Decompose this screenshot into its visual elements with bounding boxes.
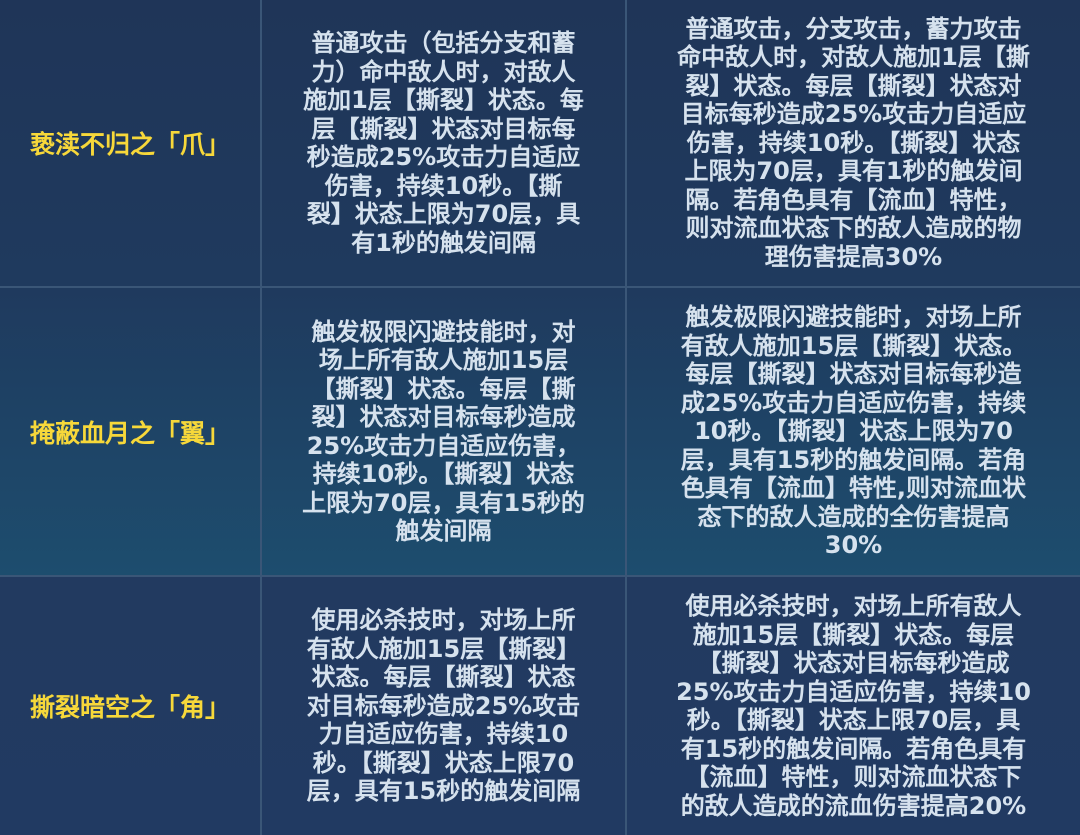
description-line: 力）命中敌人时，对敌人 bbox=[311, 57, 576, 86]
enhanced-effect-cell: 使用必杀技时，对场上所有敌人 施加15层【撕裂】状态。每层 【撕裂】状态对目标每秒造… bbox=[627, 577, 1080, 835]
description-line: 伤害，持续10秒。【撕裂】状态 bbox=[686, 128, 1021, 157]
description-line: 上限为70层，具有15秒的 bbox=[302, 488, 585, 517]
item-name: 掩蔽血月之「翼」 bbox=[29, 418, 230, 448]
name-cell: 撕裂暗空之「角」 bbox=[0, 577, 262, 835]
description-line: 裂】状态。每层【撕裂】状态对 bbox=[685, 71, 1022, 100]
enhanced-effect-cell: 普通攻击，分支攻击，蓄力攻击 命中敌人时，对敌人施加1层【撕 裂】状态。每层【撕裂】… bbox=[627, 0, 1080, 286]
description-line: 普通攻击（包括分支和蓄 bbox=[311, 29, 576, 57]
description-line: 触发极限闪避技能时，对 bbox=[311, 317, 576, 346]
description-line: 隔。若角色具有【流血】特性， bbox=[685, 185, 1022, 214]
table-row: 撕裂暗空之「角」 使用必杀技时，对场上所 有敌人施加15层【撕裂】 状态。每层【撕裂】… bbox=[0, 577, 1080, 835]
description-line: 则对流血状态下的敌人造成的物 bbox=[685, 214, 1022, 243]
effect-cell: 触发极限闪避技能时，对 场上所有敌人施加15层 【撕裂】状态。每层【撕 裂】状态对目标… bbox=[262, 288, 627, 575]
description-line: 场上所有敌人施加15层 bbox=[318, 346, 569, 374]
description-line: 普通攻击，分支攻击，蓄力攻击 bbox=[685, 14, 1022, 43]
item-name: 亵渎不归之「爪」 bbox=[29, 130, 230, 159]
effect-cell: 普通攻击（包括分支和蓄 力）命中敌人时，对敌人 施加1层【撕裂】状态。每 层【撕裂】状… bbox=[262, 0, 627, 286]
description-line: 命中敌人时，对敌人施加1层【撕 bbox=[677, 43, 1030, 72]
description-line: 有15秒的触发间隔。若角色具有 bbox=[680, 734, 1027, 763]
description-line: 层，具有15秒的触发间隔 bbox=[306, 777, 581, 806]
description-line: 使用必杀技时，对场上所 bbox=[311, 606, 576, 635]
description-line: 层，具有15秒的触发间隔。若角 bbox=[680, 445, 1027, 474]
description-line: 每层【撕裂】状态对目标每秒造 bbox=[685, 360, 1022, 389]
description-line: 持续10秒。【撕裂】状态 bbox=[312, 460, 575, 488]
description-line: 秒。【撕裂】状态上限70层，具 bbox=[686, 706, 1021, 734]
name-cell: 亵渎不归之「爪」 bbox=[0, 0, 262, 286]
description-line: 伤害，持续10秒。【撕 bbox=[324, 171, 563, 200]
description-line: 对目标每秒造成25%攻击 bbox=[306, 691, 581, 720]
description-line: 裂】状态上限为70层，具 bbox=[306, 200, 581, 228]
description-line: 使用必杀技时，对场上所有敌人 bbox=[685, 592, 1022, 620]
description-line: 秒造成25%攻击力自适应 bbox=[306, 143, 581, 171]
description-line: 施加1层【撕裂】状态。每 bbox=[303, 86, 584, 114]
description-line: 裂】状态对目标每秒造成 bbox=[311, 403, 576, 431]
description-line: 层【撕裂】状态对目标每 bbox=[311, 114, 576, 143]
name-cell: 掩蔽血月之「翼」 bbox=[0, 288, 262, 575]
description-line: 施加15层【撕裂】状态。每层 bbox=[692, 620, 1015, 649]
item-name: 撕裂暗空之「角」 bbox=[29, 693, 230, 722]
description-line: 【撕裂】状态。每层【撕 bbox=[311, 374, 576, 403]
description-line: 的敌人造成的流血伤害提高20% bbox=[680, 791, 1027, 820]
description-line: 色具有【流血】特性,则对流血状 bbox=[680, 474, 1027, 503]
description-line: 25%攻击力自适应伤害，持续10 bbox=[676, 677, 1031, 706]
description-line: 25%攻击力自适应伤害， bbox=[306, 431, 581, 460]
description-line: 状态。每层【撕裂】状态 bbox=[311, 663, 576, 692]
description-line: 有1秒的触发间隔 bbox=[351, 228, 536, 257]
description-line: 成25%攻击力自适应伤害，持续 bbox=[680, 388, 1027, 417]
description-line: 10秒。【撕裂】状态上限为70 bbox=[694, 417, 1013, 446]
enhanced-effect-cell: 触发极限闪避技能时，对场上所 有敌人施加15层【撕裂】状态。 每层【撕裂】状态对目标… bbox=[627, 288, 1080, 575]
description-line: 力自适应伤害，持续10 bbox=[318, 720, 569, 749]
description-line: 秒。【撕裂】状态上限70 bbox=[312, 748, 575, 777]
description-line: 理伤害提高30% bbox=[764, 242, 943, 271]
description-line: 目标每秒造成25%攻击力自适应 bbox=[680, 100, 1027, 129]
effect-cell: 使用必杀技时，对场上所 有敌人施加15层【撕裂】 状态。每层【撕裂】状态 对目标每秒造… bbox=[262, 577, 627, 835]
table-row: 掩蔽血月之「翼」 触发极限闪避技能时，对 场上所有敌人施加15层 【撕裂】状态。每层【… bbox=[0, 288, 1080, 577]
description-line: 上限为70层，具有1秒的触发间 bbox=[684, 157, 1023, 186]
description-line: 有敌人施加15层【撕裂】 bbox=[306, 634, 581, 663]
description-line: 30% bbox=[824, 531, 883, 560]
table-row: 亵渎不归之「爪」 普通攻击（包括分支和蓄 力）命中敌人时，对敌人 施加1层【撕裂】状态… bbox=[0, 0, 1080, 288]
description-line: 【撕裂】状态对目标每秒造成 bbox=[697, 649, 1010, 677]
description-line: 触发极限闪避技能时，对场上所 bbox=[685, 303, 1022, 332]
description-line: 触发间隔 bbox=[395, 517, 492, 545]
description-line: 有敌人施加15层【撕裂】状态。 bbox=[680, 331, 1027, 360]
description-line: 态下的敌人造成的全伤害提高 bbox=[697, 502, 1010, 531]
description-line: 【流血】特性，则对流血状态下 bbox=[685, 763, 1022, 791]
